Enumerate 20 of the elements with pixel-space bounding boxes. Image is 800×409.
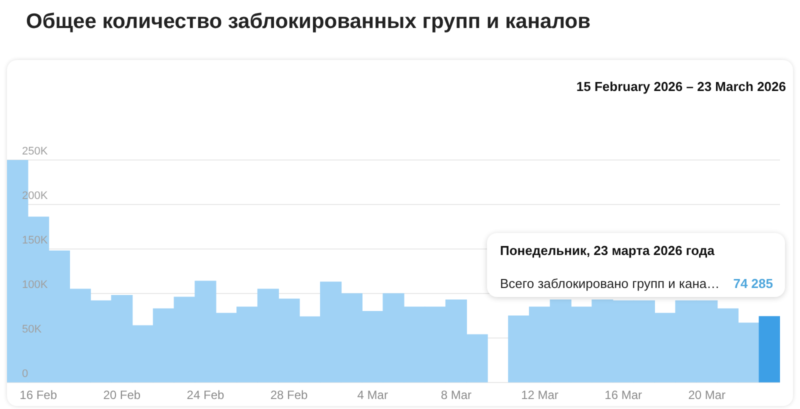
annotation: 74 285 [733, 276, 773, 291]
chart-subtitle: 15 February 2026 – 23 March 2026 [576, 79, 786, 94]
chart-title: Общее количество заблокированных групп и каналов [26, 10, 591, 34]
annotation: Понедельник, 23 марта 2026 года [500, 243, 714, 258]
x-tick-label: 28 Feb [270, 388, 308, 402]
x-tick-label: 24 Feb [186, 388, 224, 402]
x-tick-label: 16 Feb [20, 388, 58, 402]
x-tick-label: 16 Mar [604, 388, 642, 402]
y-tick-label: 50K [22, 324, 42, 336]
tooltip: Понедельник, 23 марта 2026 года Всего заблокировано групп и кана… 74 285 [487, 233, 785, 297]
x-tick-label: 4 Mar [357, 388, 388, 402]
y-tick-label: 250K [22, 146, 48, 158]
y-tick-label: 100K [22, 279, 48, 292]
x-tick-label: 12 Mar [521, 388, 558, 402]
y-tick-label: 0 [22, 368, 28, 380]
x-tick-label: 8 Mar [440, 388, 472, 402]
y-tick-label: 150K [22, 234, 48, 247]
x-tick-label: 20 Mar [688, 388, 726, 402]
annotation: Всего заблокировано групп и кана… [500, 276, 720, 291]
x-tick-label: 20 Feb [103, 388, 141, 402]
